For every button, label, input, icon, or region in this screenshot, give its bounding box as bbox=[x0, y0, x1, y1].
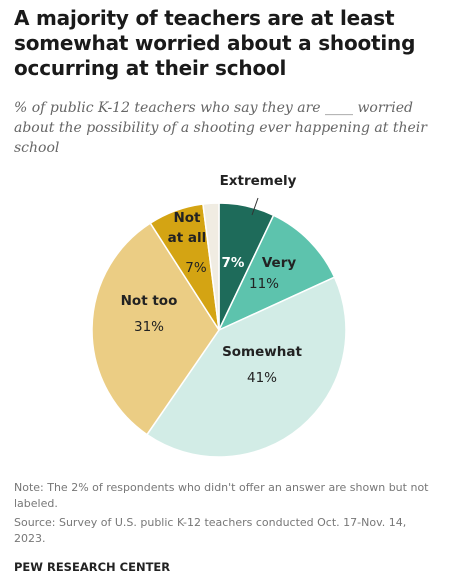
pie-labels: Extremely 7% Very 11% Somewhat 41% Not too 31% N… bbox=[121, 173, 303, 386]
slice-label-not-too: Not too bbox=[121, 293, 178, 309]
pie-slice-not-too bbox=[91, 222, 220, 436]
slice-value-not-at-all: 7% bbox=[185, 260, 207, 276]
slice-value-extremely: 7% bbox=[222, 255, 245, 271]
slice-label-extremely: Extremely bbox=[220, 173, 297, 189]
chart-source: Source: Survey of U.S. public K-12 teach… bbox=[14, 516, 407, 545]
slice-value-not-too: 31% bbox=[134, 319, 164, 335]
slice-value-very: 11% bbox=[249, 276, 279, 292]
organization-logo: PEW RESEARCH CENTER bbox=[14, 560, 171, 574]
pie-slice-somewhat bbox=[145, 276, 347, 458]
pie-slice-no-answer bbox=[202, 202, 220, 331]
pie-chart: Extremely 7% Very 11% Somewhat 41% Not too 31% N… bbox=[91, 173, 347, 458]
slice-label-somewhat: Somewhat bbox=[222, 344, 302, 360]
slice-label-very: Very bbox=[262, 255, 297, 271]
slice-label-not-at-all: Not at all bbox=[168, 210, 207, 246]
pie-slices bbox=[91, 202, 347, 458]
pie-slice-very bbox=[217, 214, 336, 332]
slice-label-line: at all bbox=[168, 230, 207, 246]
chart-note: Note: The 2% of respondents who didn't o… bbox=[14, 481, 429, 510]
extremely-leader-line bbox=[251, 197, 259, 216]
chart-title: A majority of teachers are at least some… bbox=[14, 6, 416, 80]
slice-label-line: Not bbox=[173, 210, 201, 226]
chart-subtitle: % of public K-12 teachers who say they a… bbox=[14, 100, 427, 156]
slice-value-somewhat: 41% bbox=[247, 370, 277, 386]
